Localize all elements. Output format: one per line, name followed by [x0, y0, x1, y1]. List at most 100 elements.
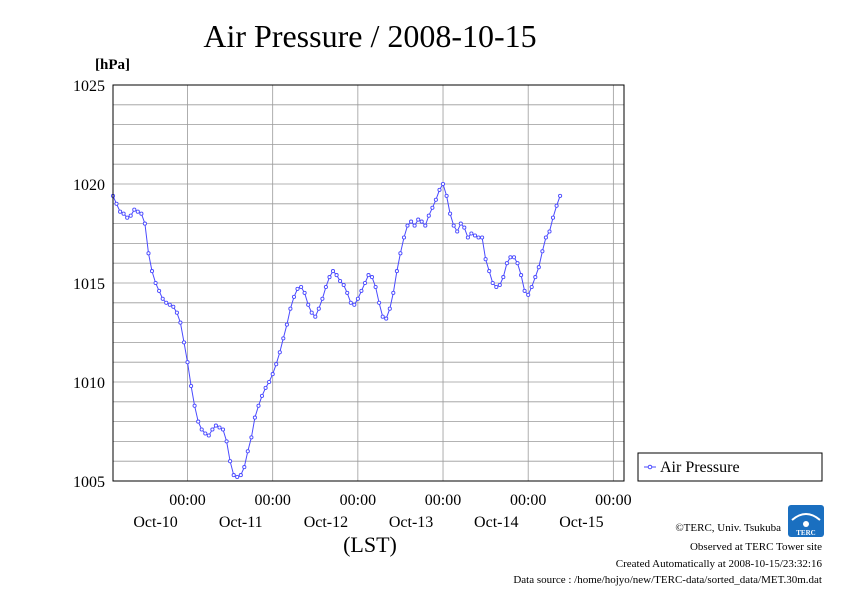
x-tick-date: Oct-10	[133, 514, 177, 531]
data-point	[508, 255, 513, 260]
x-tick-time: 00:00	[595, 492, 631, 509]
data-point	[118, 209, 123, 214]
x-tick-date: Oct-15	[559, 514, 603, 531]
data-point	[121, 211, 126, 216]
data-point	[220, 427, 226, 432]
y-tick-label: 1005	[73, 474, 105, 491]
data-point	[380, 314, 385, 319]
data-point	[171, 304, 176, 309]
data-point	[419, 219, 424, 224]
data-point	[558, 193, 563, 198]
data-point	[185, 360, 190, 365]
data-point	[437, 187, 442, 192]
data-point	[281, 336, 286, 341]
footer-created: Created Automatically at 2008-10-15/23:3…	[616, 558, 823, 570]
data-point	[359, 288, 364, 293]
data-point	[519, 273, 524, 278]
series-points-air-pressure	[110, 181, 563, 480]
data-point	[345, 290, 350, 295]
data-point	[398, 251, 403, 256]
data-point	[284, 322, 289, 327]
footer-credit: ©TERC, Univ. Tsukuba	[675, 522, 781, 534]
data-point	[444, 193, 449, 198]
data-point	[139, 211, 144, 216]
data-point	[405, 223, 410, 228]
legend: Air Pressure	[637, 452, 823, 482]
data-point	[203, 431, 208, 436]
data-point	[238, 473, 243, 478]
data-point	[515, 261, 520, 266]
x-tick-date: Oct-12	[304, 514, 348, 531]
data-point	[217, 425, 222, 430]
data-point	[369, 275, 375, 280]
terc-logo: TERC	[788, 505, 824, 537]
footer-observed: Observed at TERC Tower site	[690, 541, 822, 553]
data-point	[259, 393, 265, 398]
data-point	[291, 294, 297, 299]
x-tick-date: Oct-11	[219, 514, 263, 531]
data-point	[458, 221, 463, 226]
data-point	[199, 427, 204, 432]
data-point	[387, 306, 392, 311]
data-point	[529, 284, 534, 290]
data-point	[480, 235, 485, 240]
data-point	[426, 213, 431, 218]
data-point	[366, 273, 371, 278]
y-axis-ticks: 1005 1010 1015 1020 1025	[73, 78, 105, 491]
data-point	[533, 275, 538, 280]
data-point	[487, 269, 492, 274]
legend-label: Air Pressure	[660, 459, 740, 476]
data-point	[306, 302, 311, 307]
data-point	[341, 282, 346, 288]
y-tick-label: 1025	[73, 78, 105, 95]
data-point	[160, 296, 165, 301]
x-tick-time: 00:00	[340, 492, 376, 509]
data-point	[327, 275, 332, 280]
data-point	[309, 310, 314, 315]
data-point	[504, 261, 509, 266]
data-point	[401, 235, 407, 240]
y-axis-unit: [hPa]	[95, 57, 130, 73]
logo-text: TERC	[796, 529, 815, 537]
data-point	[164, 300, 169, 305]
data-point	[355, 296, 360, 301]
data-point	[440, 181, 446, 187]
data-point	[451, 223, 456, 228]
data-point	[497, 282, 502, 288]
data-point	[394, 269, 399, 274]
data-point	[196, 419, 201, 424]
data-point	[323, 284, 328, 290]
data-point	[330, 269, 336, 274]
data-point	[181, 340, 187, 345]
data-point	[455, 229, 460, 234]
data-point	[547, 229, 552, 234]
data-point	[295, 286, 300, 291]
data-point	[249, 435, 254, 440]
data-point	[263, 385, 268, 390]
data-point	[256, 403, 261, 408]
series-line-air-pressure	[112, 182, 561, 478]
data-point	[522, 288, 527, 293]
data-point	[320, 296, 325, 301]
data-point	[153, 280, 158, 286]
data-point	[252, 415, 257, 420]
data-point	[362, 280, 368, 286]
data-point	[494, 284, 499, 290]
data-point	[430, 205, 435, 210]
data-point	[274, 362, 279, 367]
data-point	[132, 207, 137, 212]
data-point	[302, 290, 307, 295]
data-point	[206, 433, 211, 438]
data-point	[423, 223, 428, 228]
data-point	[157, 288, 162, 293]
data-point	[409, 219, 414, 224]
data-point	[174, 310, 179, 315]
grid-lines	[113, 85, 624, 481]
data-point	[462, 225, 467, 230]
data-point	[465, 235, 470, 240]
data-point	[412, 223, 417, 228]
data-point	[224, 439, 229, 444]
chart-title: Air Pressure / 2008-10-15	[203, 18, 536, 54]
data-point	[554, 203, 559, 208]
